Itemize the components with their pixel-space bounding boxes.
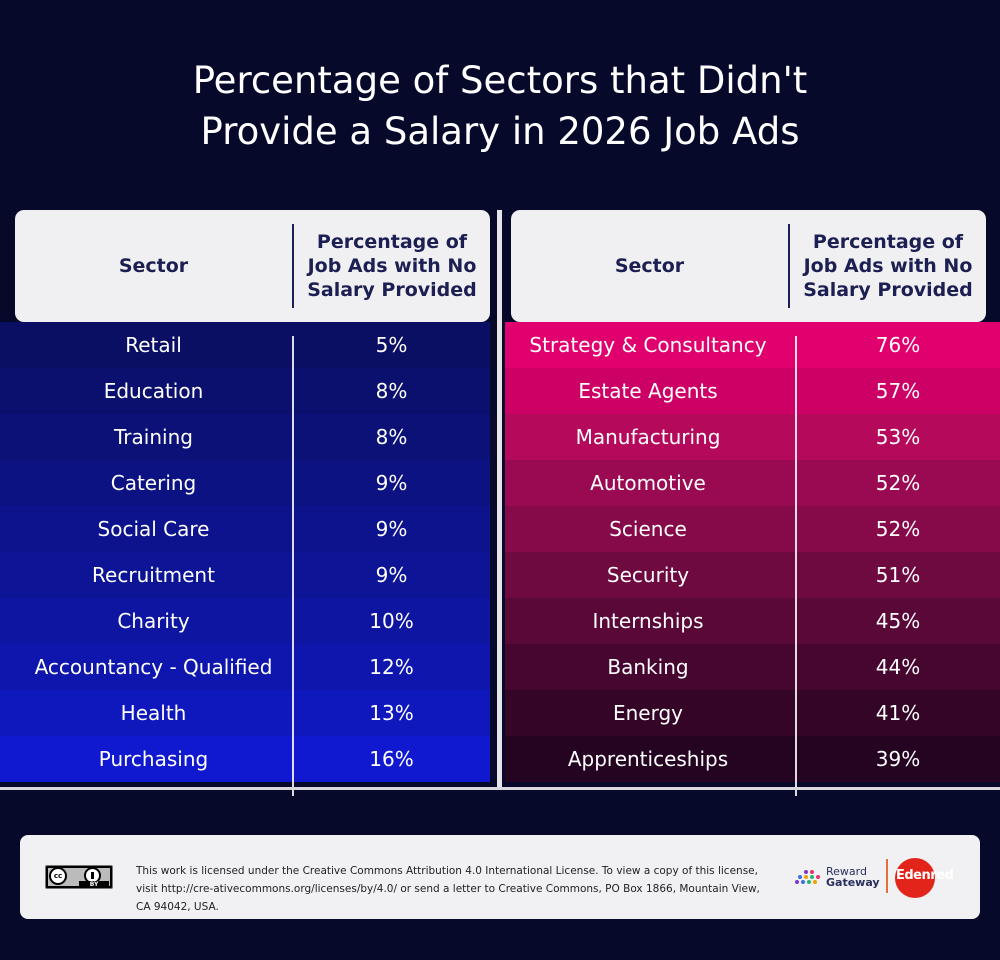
column-divider: [292, 336, 294, 796]
table-row: Education 8%: [0, 368, 490, 414]
header-percentage: Percentage of Job Ads with No Salary Pro…: [307, 231, 477, 301]
percentage-cell: 9%: [375, 471, 408, 495]
license-text: This work is licensed under the Creative…: [136, 865, 760, 913]
sector-cell: Banking: [607, 655, 689, 679]
header-percentage: Percentage of Job Ads with No Salary Pro…: [803, 231, 973, 301]
percentage-cell: 5%: [375, 333, 408, 357]
percentage-cell: 52%: [875, 471, 921, 495]
table-row: Estate Agents 57%: [505, 368, 1000, 414]
table-row: Catering 9%: [0, 460, 490, 506]
sector-cell: Retail: [125, 333, 182, 357]
table-row: Manufacturing 53%: [505, 414, 1000, 460]
table-row: Charity 10%: [0, 598, 490, 644]
title-line-1: Percentage of Sectors that Didn't: [192, 59, 808, 102]
table-header: Sector Percentage of Job Ads with No Sal…: [511, 210, 986, 322]
sector-cell: Internships: [592, 609, 704, 633]
reward-gateway-dots-icon: [795, 870, 820, 884]
table-row: Apprenticeships 39%: [505, 736, 1000, 782]
percentage-cell: 76%: [875, 333, 921, 357]
sector-cell: Automotive: [590, 471, 706, 495]
percentage-cell: 8%: [375, 425, 408, 449]
percentage-cell: 13%: [369, 701, 414, 725]
sector-cell: Recruitment: [92, 563, 215, 587]
sector-cell: Purchasing: [98, 747, 209, 771]
table-row: Strategy & Consultancy 76%: [505, 322, 1000, 368]
sector-cell: Estate Agents: [578, 379, 718, 403]
sector-cell: Health: [120, 701, 187, 725]
reward-gateway-logo: Reward Gateway: [792, 865, 882, 891]
table-row: Internships 45%: [505, 598, 1000, 644]
logo-divider: [886, 859, 888, 893]
sector-cell: Manufacturing: [575, 425, 721, 449]
sector-cell: Science: [609, 517, 687, 541]
header-sector: Sector: [118, 255, 189, 277]
table-row: Accountancy - Qualified 12%: [0, 644, 490, 690]
sector-cell: Strategy & Consultancy: [529, 333, 767, 357]
sector-cell: Security: [606, 563, 690, 587]
table-row: Automotive 52%: [505, 460, 1000, 506]
table-row: Training 8%: [0, 414, 490, 460]
table-body: Retail 5% Education 8% Training 8% Catering 9% S…: [0, 322, 490, 782]
header-divider: [788, 224, 790, 308]
table-row: Social Care 9%: [0, 506, 490, 552]
table-header: Sector Percentage of Job Ads with No Sal…: [15, 210, 490, 322]
percentage-cell: 10%: [369, 609, 414, 633]
header-sector: Sector: [614, 255, 685, 277]
percentage-cell: 53%: [875, 425, 921, 449]
percentage-cell: 16%: [369, 747, 414, 771]
table-body: Strategy & Consultancy 76% Estate Agents 57…: [505, 322, 1000, 782]
title-line-2: Provide a Salary in 2026 Job Ads: [200, 110, 800, 153]
percentage-cell: 52%: [875, 517, 921, 541]
percentage-cell: 45%: [875, 609, 921, 633]
table-row: Energy 41%: [505, 690, 1000, 736]
table-row: Purchasing 16%: [0, 736, 490, 782]
percentage-cell: 9%: [375, 563, 408, 587]
percentage-cell: 41%: [875, 701, 921, 725]
sector-cell: Training: [114, 425, 193, 449]
bottom-divider: [0, 787, 1000, 790]
chart-title: Percentage of Sectors that Didn't Provid…: [0, 55, 1000, 157]
sector-cell: Accountancy - Qualified: [34, 655, 273, 679]
sector-cell: Energy: [612, 701, 684, 725]
table-row: Banking 44%: [505, 644, 1000, 690]
sector-cell: Catering: [110, 471, 197, 495]
column-divider: [795, 336, 797, 796]
header-divider: [292, 224, 294, 308]
sector-cell: Apprenticeships: [567, 747, 729, 771]
percentage-cell: 51%: [875, 563, 921, 587]
cc-icon: cc: [49, 867, 67, 885]
by-label: BY: [79, 881, 109, 888]
sector-cell: Social Care: [97, 517, 210, 541]
edenred-logo-text: Edenred: [896, 868, 954, 883]
center-divider: [497, 210, 502, 790]
percentage-cell: 12%: [369, 655, 414, 679]
percentage-cell: 9%: [375, 517, 408, 541]
percentage-cell: 8%: [375, 379, 408, 403]
footer: cc BY This work is licensed under the Cr…: [20, 835, 980, 919]
percentage-cell: 44%: [875, 655, 921, 679]
reward-gateway-line-2: Gateway: [826, 876, 880, 889]
reward-gateway-line-1: Reward: [826, 865, 867, 878]
percentage-cell: 39%: [875, 747, 921, 771]
creative-commons-badge-icon[interactable]: cc BY: [45, 865, 113, 889]
edenred-logo-icon: [895, 858, 935, 898]
percentage-cell: 57%: [875, 379, 921, 403]
sector-cell: Charity: [117, 609, 190, 633]
table-row: Recruitment 9%: [0, 552, 490, 598]
sector-cell: Education: [103, 379, 204, 403]
table-row: Retail 5%: [0, 322, 490, 368]
table-row: Security 51%: [505, 552, 1000, 598]
table-row: Health 13%: [0, 690, 490, 736]
table-row: Science 52%: [505, 506, 1000, 552]
